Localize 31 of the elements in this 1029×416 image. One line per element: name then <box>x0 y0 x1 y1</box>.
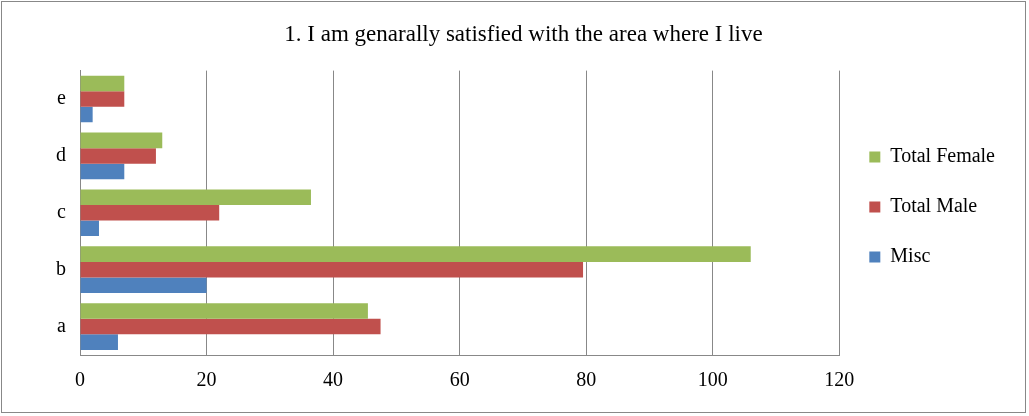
x-tick-label: 20 <box>196 368 217 391</box>
x-tick-label: 100 <box>697 368 728 391</box>
bar <box>80 205 220 221</box>
bar <box>80 148 156 164</box>
y-tick-label: e <box>57 86 67 109</box>
x-tick-label: 80 <box>576 368 597 391</box>
x-tick-label: 40 <box>323 368 344 391</box>
bar <box>80 277 207 293</box>
bar <box>80 91 125 107</box>
legend-label: Misc <box>890 244 931 267</box>
legend-label: Total Female <box>890 144 996 167</box>
y-tick-label: a <box>57 313 67 336</box>
bar <box>80 261 584 278</box>
y-tick-label: b <box>56 256 66 279</box>
bar <box>80 220 99 237</box>
legend-label: Total Male <box>890 194 978 217</box>
bar <box>80 163 125 180</box>
x-tick-label: 120 <box>824 368 855 391</box>
bar <box>80 75 125 92</box>
bar <box>80 334 118 350</box>
bar <box>80 132 163 149</box>
bar <box>80 318 381 335</box>
y-tick-label: c <box>57 200 67 223</box>
x-tick-label: 60 <box>449 368 470 391</box>
bar <box>80 189 311 206</box>
bar <box>80 106 93 123</box>
chart-title: 1. I am genarally satisfied with the area where I live <box>284 20 763 46</box>
bar <box>80 246 751 262</box>
bar <box>80 303 368 319</box>
x-tick-label: 0 <box>75 368 85 391</box>
y-tick-label: d <box>56 143 66 166</box>
